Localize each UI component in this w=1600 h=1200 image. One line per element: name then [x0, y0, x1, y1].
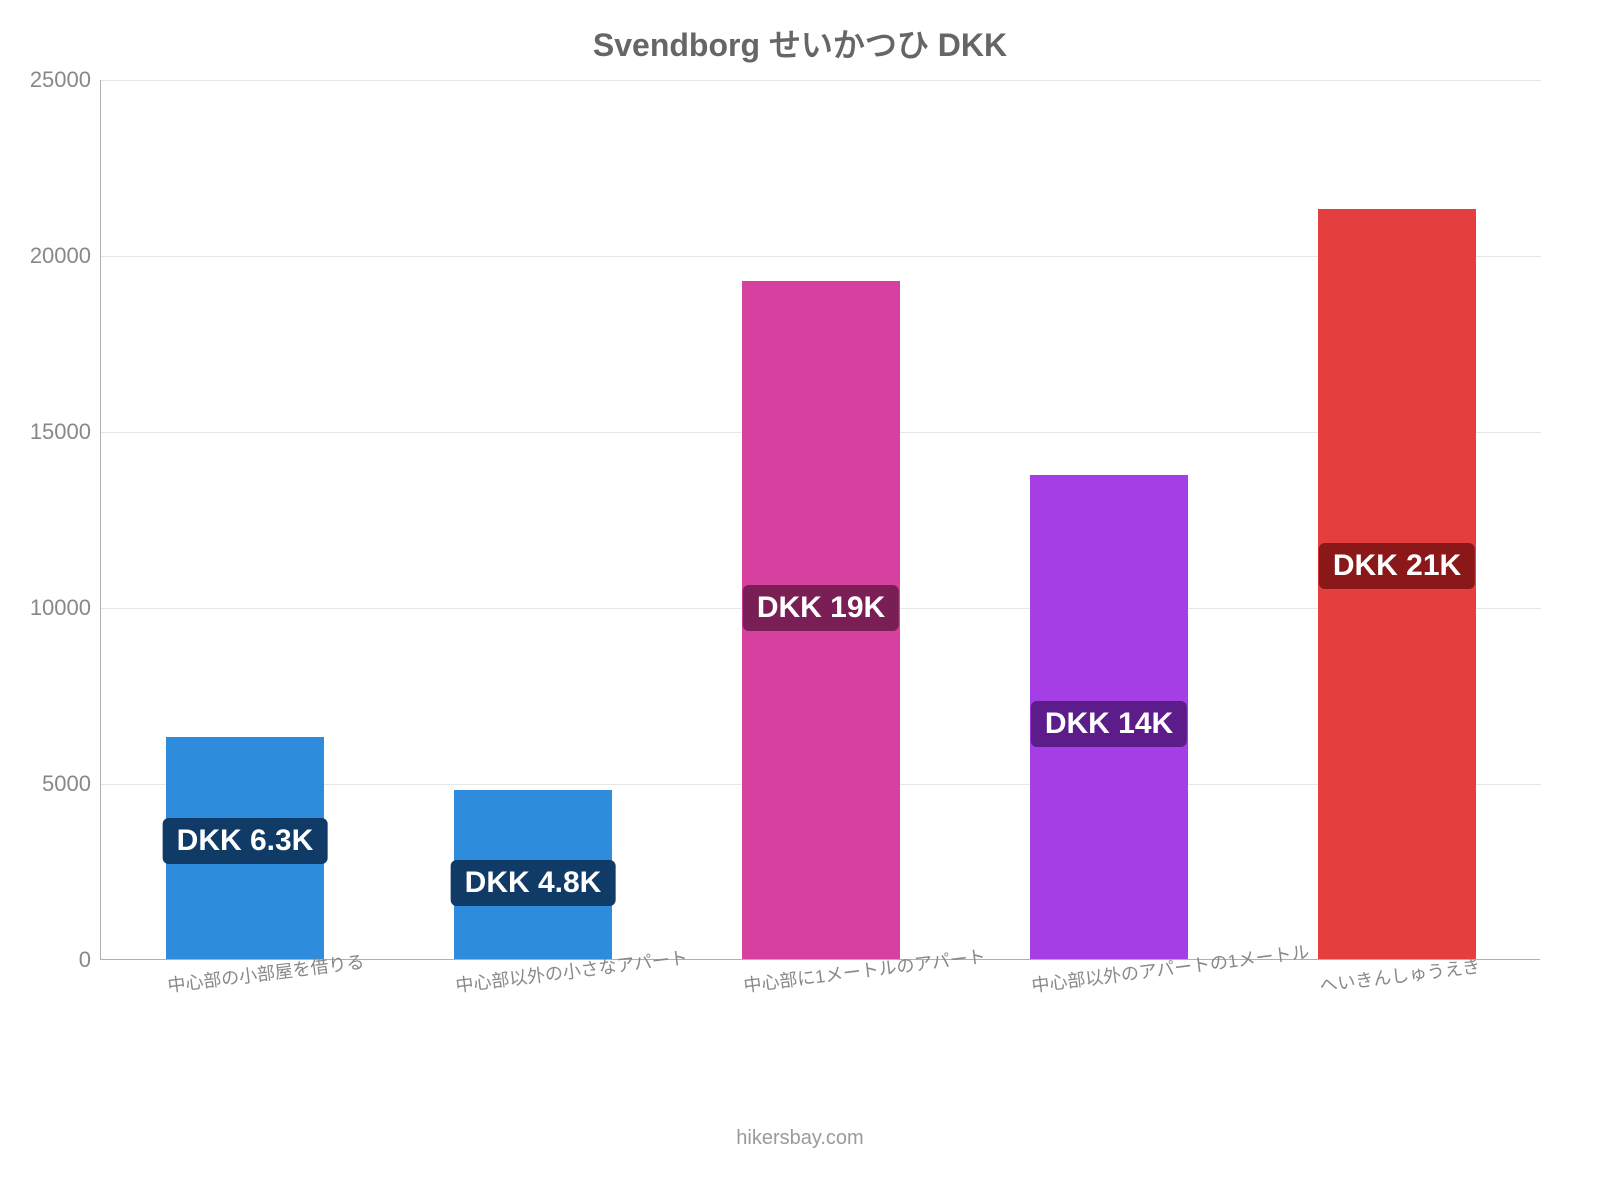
- y-axis-tick-label: 20000: [30, 243, 101, 269]
- y-axis-tick-label: 15000: [30, 419, 101, 445]
- chart-title: Svendborg せいかつひ DKK: [0, 20, 1600, 66]
- bar-value-label: DKK 6.3K: [163, 818, 328, 864]
- y-axis-tick-label: 25000: [30, 67, 101, 93]
- chart-container: Svendborg せいかつひ DKK 05000100001500020000…: [0, 0, 1600, 1200]
- y-axis-tick-label: 0: [79, 947, 101, 973]
- y-axis-tick-label: 10000: [30, 595, 101, 621]
- gridline: [101, 80, 1541, 81]
- bar-value-label: DKK 4.8K: [451, 860, 616, 906]
- chart-plot-area: 0500010000150002000025000DKK 6.3K中心部の小部屋…: [100, 80, 1540, 960]
- bar-value-label: DKK 21K: [1319, 543, 1475, 589]
- x-axis-tick-label: へいきんしゅうえき: [1318, 952, 1481, 997]
- y-axis-tick-label: 5000: [42, 771, 101, 797]
- footer-attribution: hikersbay.com: [0, 1127, 1600, 1150]
- bar-value-label: DKK 14K: [1031, 701, 1187, 747]
- bar-value-label: DKK 19K: [743, 585, 899, 631]
